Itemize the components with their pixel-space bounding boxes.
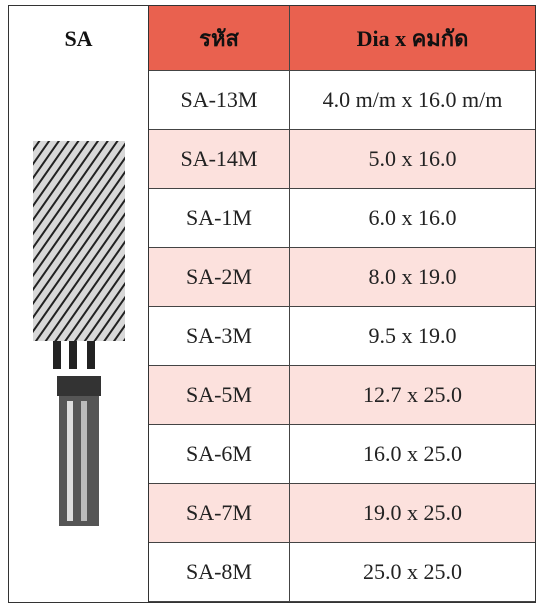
size-cell: 8.0 x 19.0 xyxy=(290,248,535,307)
size-cell: 5.0 x 16.0 xyxy=(290,130,535,189)
table: SA รหัส Dia x คมกัด SA-13M 4.0 m/m x 16.0… xyxy=(8,5,536,603)
code-cell: SA-13M xyxy=(149,71,290,130)
size-cell: 9.5 x 19.0 xyxy=(290,307,535,366)
header-cell: SA xyxy=(64,25,93,51)
code-cell: SA-1M xyxy=(149,189,290,248)
header-cell: รหัส xyxy=(149,6,290,71)
size-cell: 6.0 x 16.0 xyxy=(290,189,535,248)
image-column: SA xyxy=(9,6,149,602)
size-cell: 12.7 x 25.0 xyxy=(290,366,535,425)
code-cell: SA-3M xyxy=(149,307,290,366)
size-cell: 16.0 x 25.0 xyxy=(290,425,535,484)
code-cell: SA-2M xyxy=(149,248,290,307)
code-cell: SA-6M xyxy=(149,425,290,484)
code-cell: SA-7M xyxy=(149,484,290,543)
code-cell: SA-14M xyxy=(149,130,290,189)
code-cell: SA-5M xyxy=(149,366,290,425)
size-cell: 25.0 x 25.0 xyxy=(290,543,535,602)
size-cell: 19.0 x 25.0 xyxy=(290,484,535,543)
size-cell: 4.0 m/m x 16.0 m/m xyxy=(290,71,535,130)
code-cell: SA-8M xyxy=(149,543,290,602)
header-cell: Dia x คมกัด xyxy=(290,6,535,71)
burr-image xyxy=(33,141,125,526)
data-grid: รหัส Dia x คมกัด SA-13M 4.0 m/m x 16.0 m/… xyxy=(149,6,535,602)
